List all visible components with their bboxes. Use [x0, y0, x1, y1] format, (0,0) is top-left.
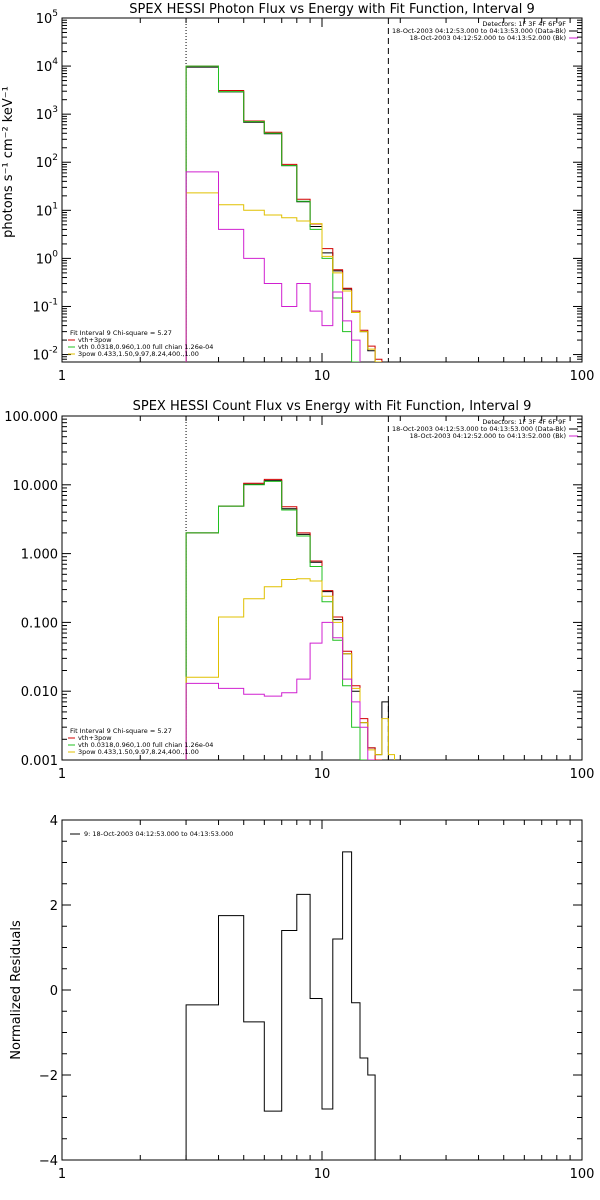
photon-flux-y-tick-label: 104	[36, 57, 59, 75]
count-flux-x-tick-label: 10	[314, 767, 331, 782]
photon-flux-legend-tr-0: Detectors: 1F 3F 4F 6F 9F	[482, 20, 566, 28]
photon-flux-y-tick-label: 105	[36, 9, 58, 27]
count-flux-series-1	[185, 478, 382, 760]
residuals-y-tick-label: 4	[50, 814, 58, 829]
count-flux-legend-tr-0: Detectors: 1F 3F 4F 6F 9F	[482, 418, 566, 426]
photon-flux-x-tick-label: 10	[314, 369, 331, 384]
residuals-x-tick-label: 10	[314, 1167, 331, 1182]
count-flux-y-tick-label: 0.100	[21, 616, 58, 631]
photon-flux-ylabel: photons s⁻¹ cm⁻² keV⁻¹	[1, 86, 16, 238]
residuals-x-tick-label: 100	[570, 1167, 595, 1182]
count-flux-y-tick-label: 10.000	[13, 479, 59, 494]
count-flux-legend-bl-3: 3pow 0.433,1.50,9.97,8.24,400.,1.00	[78, 748, 199, 756]
count-flux-series-4	[185, 621, 376, 760]
photon-flux-title: SPEX HESSI Photon Flux vs Energy with Fi…	[129, 2, 535, 17]
photon-flux-legend-bl-2: vth 0.0318,0.960,1.00 full chian 1.26e-0…	[78, 343, 213, 351]
photon-flux-legend-bl-3: 3pow 0.433,1.50,9.97,8.24,400.,1.00	[78, 350, 199, 358]
count-flux-y-tick-label: 0.010	[21, 685, 58, 700]
photon-flux-x-tick-label: 100	[570, 369, 595, 384]
count-flux-y-tick-label: 0.001	[21, 754, 58, 769]
count-flux-legend-bl-2: vth 0.0318,0.960,1.00 full chian 1.26e-0…	[78, 741, 213, 749]
photon-flux-legend-bl-0: Fit Interval 9 Chi-square = 5.27	[70, 329, 172, 337]
photon-flux-frame	[61, 17, 583, 363]
count-flux-legend-tr-1: 18-Oct-2003 04:12:53.000 to 04:13:53.000…	[392, 425, 566, 433]
residuals-ylabel: Normalized Residuals	[9, 920, 24, 1060]
count-flux-series-3	[185, 578, 395, 760]
count-flux-series-2	[185, 480, 368, 760]
count-flux-series-0	[185, 480, 389, 760]
count-flux-plot-area: 1 10 100 0.001 0.010 0.100 1.000 10.000 100.000 D…	[4, 410, 594, 782]
count-flux-x-tick-label: 100	[570, 767, 595, 782]
photon-flux-y-tick-label: 10-2	[32, 346, 58, 364]
residuals-y-tick-label: 0	[50, 984, 58, 999]
residuals-y-tick-label: 2	[50, 899, 58, 914]
photon-flux-y-tick-label: 100	[36, 249, 59, 267]
count-flux-legend-tr-2: 18-Oct-2003 04:12:52.000 to 04:13:52.000…	[410, 432, 566, 440]
count-flux-panel: SPEX HESSI Count Flux vs Energy with Fit…	[4, 399, 594, 782]
photon-flux-series-1	[185, 65, 383, 362]
photon-flux-y-tick-label: 103	[36, 105, 58, 123]
count-flux-y-tick-label: 100.000	[4, 410, 58, 425]
photon-flux-y-tick-label: 101	[36, 201, 58, 219]
photon-flux-y-tick-label: 102	[36, 153, 58, 171]
residuals-legend-tl-0: 9: 18-Oct-2003 04:12:53.000 to 04:13:53.…	[84, 830, 233, 838]
photon-flux-series-4	[185, 171, 361, 362]
residuals-series-0	[185, 851, 376, 1160]
photon-flux-legend-tr-1: 18-Oct-2003 04:12:53.000 to 04:13:53.000…	[392, 27, 566, 35]
residuals-y-tick-label: −4	[39, 1154, 58, 1169]
count-flux-x-tick-label: 1	[58, 767, 66, 782]
count-flux-legend-bl-1: vth+3pow	[78, 734, 112, 742]
photon-flux-legend-tr-2: 18-Oct-2003 04:12:52.000 to 04:13:52.000…	[410, 34, 566, 42]
residuals-panel: Normalized Residuals 1 10 100 −4 −2 0 2 4 9: 18-…	[9, 814, 594, 1182]
count-flux-title: SPEX HESSI Count Flux vs Energy with Fit…	[133, 399, 532, 414]
residuals-x-tick-label: 1	[58, 1167, 66, 1182]
count-flux-legend-bl-0: Fit Interval 9 Chi-square = 5.27	[70, 727, 172, 735]
photon-flux-panel: SPEX HESSI Photon Flux vs Energy with Fi…	[1, 2, 594, 384]
photon-flux-y-tick-label: 10-1	[32, 297, 58, 315]
residuals-y-tick-label: −2	[39, 1069, 58, 1084]
photon-flux-series-2	[185, 65, 360, 362]
photon-flux-series-3	[185, 192, 382, 362]
count-flux-y-tick-label: 1.000	[21, 548, 58, 563]
photon-flux-x-tick-label: 1	[58, 369, 66, 384]
photon-flux-legend-bl-1: vth+3pow	[78, 336, 112, 344]
photon-flux-plot-area: 1 10 100 10-2 10-1 100 101 102 103 104 105 Detector…	[32, 9, 594, 384]
residuals-plot-area: 1 10 100 −4 −2 0 2 4 9: 18-Oct-2003 04:12:53.000…	[39, 814, 595, 1182]
